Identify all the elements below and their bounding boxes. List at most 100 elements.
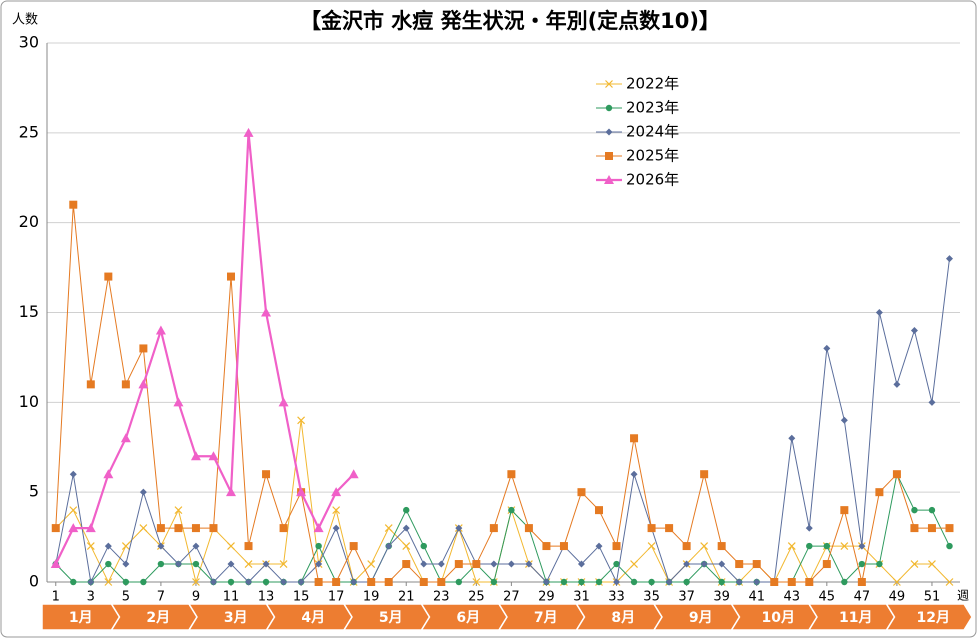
x-tick-label: 13 — [258, 590, 275, 605]
point — [612, 542, 621, 551]
point — [190, 451, 201, 461]
point — [120, 433, 131, 443]
x-tick-label: 15 — [293, 590, 310, 605]
point — [700, 470, 709, 479]
point — [507, 560, 515, 568]
x-tick-label: 23 — [433, 590, 450, 605]
point — [805, 524, 813, 532]
point — [613, 560, 620, 568]
month-label: 10月 — [762, 610, 795, 626]
month-label: 2月 — [146, 610, 170, 626]
point — [577, 488, 586, 497]
point — [857, 578, 866, 586]
x-tick-label: 1 — [52, 590, 60, 605]
point — [945, 524, 954, 533]
point — [753, 578, 761, 586]
point — [840, 542, 849, 550]
point — [279, 560, 288, 568]
y-tick-label: 0 — [29, 572, 39, 591]
x-axis-label: 週 — [957, 589, 969, 603]
point — [121, 380, 130, 389]
month-label: 7月 — [534, 610, 558, 626]
point — [718, 578, 725, 586]
x-tick-label: 35 — [643, 590, 660, 605]
point — [455, 524, 463, 532]
point — [665, 524, 674, 533]
point — [155, 325, 166, 335]
x-tick-label: 43 — [783, 590, 800, 605]
point — [315, 542, 322, 550]
point — [858, 542, 866, 550]
point — [559, 542, 568, 551]
point — [489, 524, 498, 533]
x-tick-label: 7 — [157, 590, 165, 605]
legend-marker — [605, 128, 613, 136]
point — [122, 560, 130, 568]
point — [122, 578, 130, 586]
point — [313, 523, 324, 533]
point — [86, 542, 95, 550]
month-label: 11月 — [839, 610, 872, 626]
point — [279, 524, 288, 533]
x-tick-label: 27 — [503, 590, 520, 605]
point — [630, 470, 638, 478]
point — [507, 470, 516, 479]
point — [174, 506, 183, 515]
point — [244, 560, 253, 568]
point — [718, 560, 726, 568]
point — [928, 506, 936, 514]
point — [577, 560, 585, 568]
point — [910, 560, 919, 568]
month-label: 5月 — [379, 610, 403, 626]
point — [350, 578, 358, 586]
point — [280, 578, 288, 586]
point — [910, 524, 919, 533]
month-label: 1月 — [69, 610, 93, 626]
point — [384, 524, 393, 533]
point — [332, 524, 340, 532]
point — [243, 127, 254, 137]
point — [841, 578, 848, 586]
point — [788, 434, 796, 442]
point — [70, 578, 77, 586]
x-tick-label: 5 — [122, 590, 130, 605]
legend-marker — [605, 152, 613, 160]
x-tick-label: 39 — [713, 590, 730, 605]
point — [402, 524, 410, 532]
chart-title: 【金沢市 水痘 発生状況・年別(定点数10)】 — [300, 9, 720, 33]
point — [630, 578, 638, 586]
x-tick-label: 29 — [538, 590, 555, 605]
point — [384, 578, 393, 586]
point — [227, 542, 235, 550]
point — [121, 542, 130, 550]
point — [348, 469, 359, 479]
point — [892, 578, 901, 586]
point — [69, 200, 78, 209]
point — [296, 487, 307, 497]
y-axis-label: 人数 — [12, 13, 38, 28]
point — [157, 560, 165, 568]
point — [682, 542, 691, 551]
point — [840, 416, 848, 424]
x-tick-label: 37 — [678, 590, 695, 605]
x-tick-label: 9 — [192, 590, 200, 605]
point — [911, 506, 918, 514]
point — [735, 578, 743, 586]
y-tick-label: 30 — [19, 33, 39, 52]
point — [349, 542, 358, 551]
point — [209, 524, 218, 533]
point — [403, 506, 410, 514]
series-line — [54, 132, 355, 565]
point — [560, 578, 568, 586]
point — [752, 560, 761, 569]
x-tick-label: 11 — [223, 590, 240, 605]
x-tick-label: 33 — [608, 590, 625, 605]
x-tick-label: 49 — [889, 590, 906, 605]
point — [227, 578, 235, 586]
point — [647, 524, 656, 533]
series-line — [55, 204, 950, 583]
point — [139, 488, 147, 496]
point — [945, 578, 954, 586]
point — [683, 560, 691, 568]
